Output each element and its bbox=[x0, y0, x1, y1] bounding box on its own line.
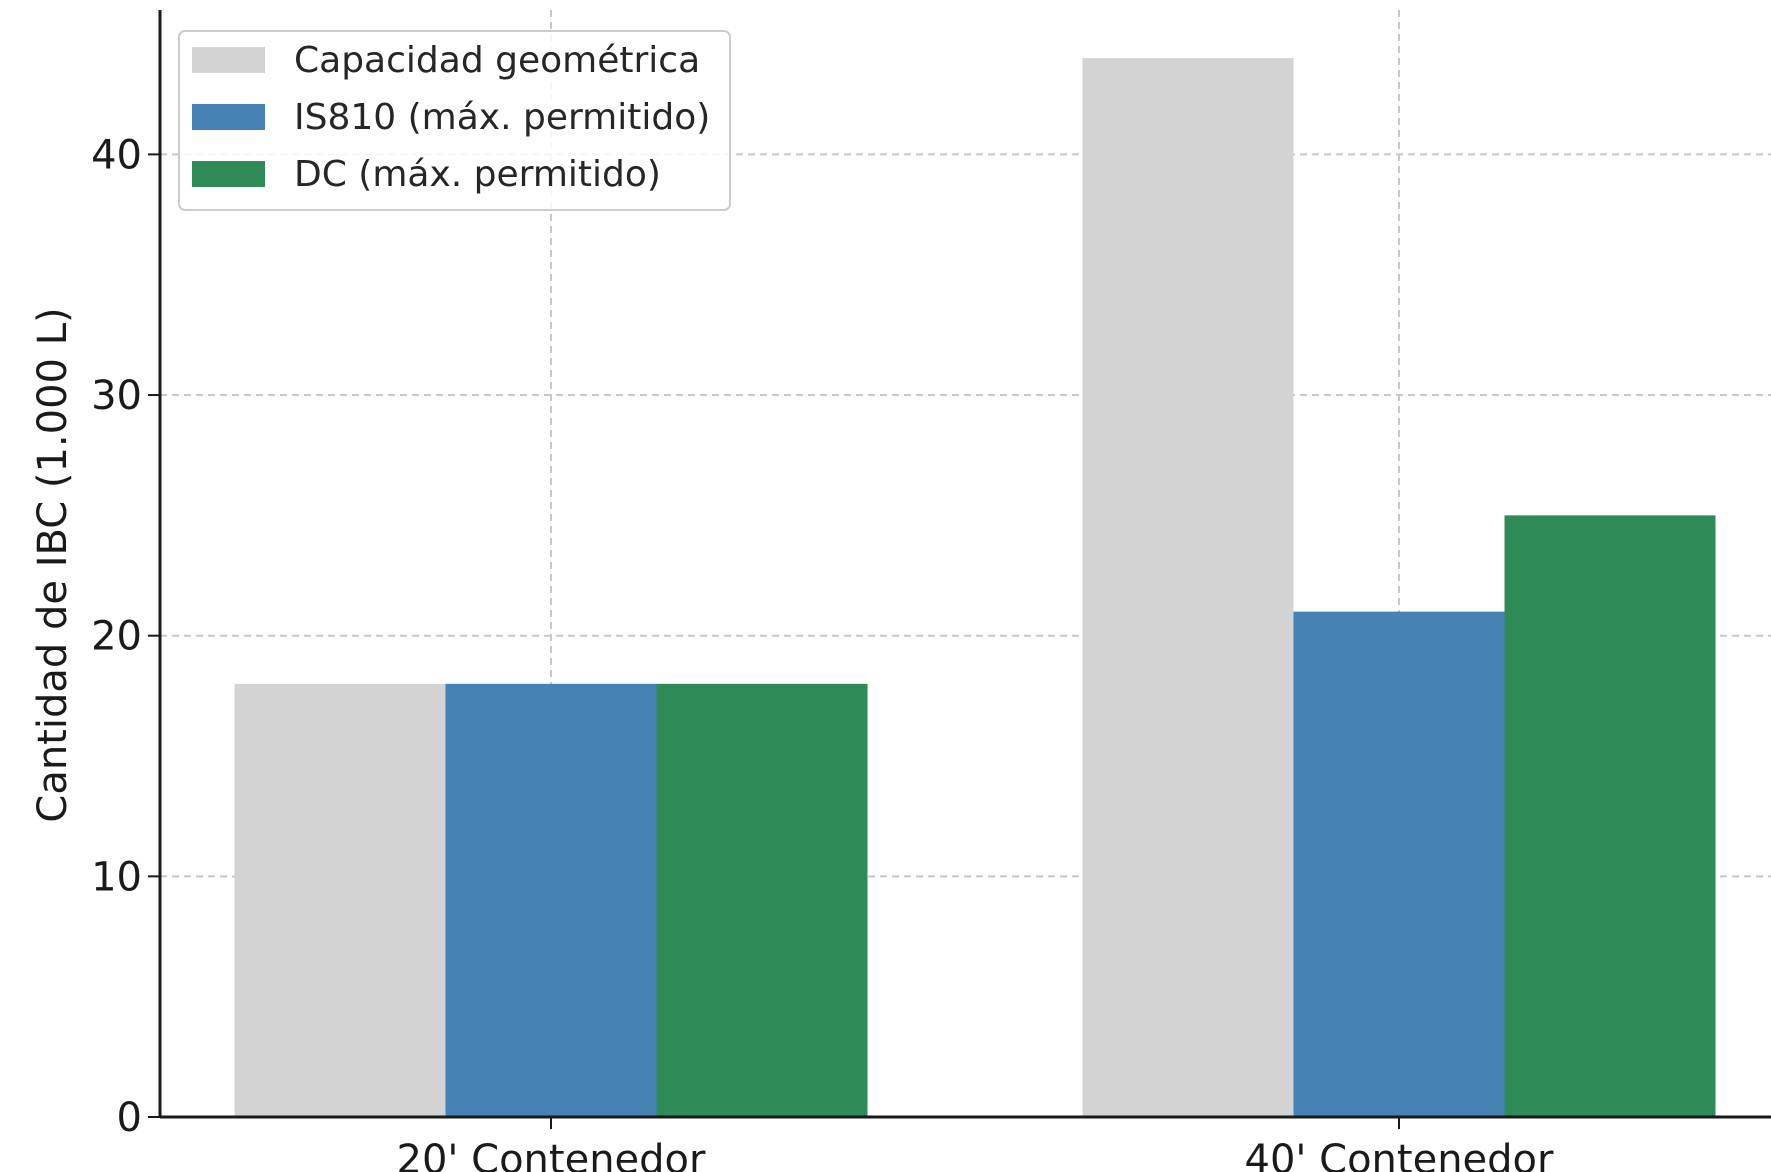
x-tick-label: 40' Contenedor bbox=[1245, 1137, 1554, 1172]
y-tick-label: 20 bbox=[91, 614, 142, 660]
legend-swatch bbox=[192, 161, 265, 187]
legend-frame bbox=[178, 30, 731, 211]
bar bbox=[445, 683, 657, 1117]
axes bbox=[158, 10, 1771, 1119]
bars bbox=[234, 58, 1716, 1117]
bar bbox=[1504, 515, 1716, 1117]
y-tick-label: 40 bbox=[91, 132, 142, 178]
legend-swatch bbox=[192, 47, 265, 73]
legend-label: IS810 (máx. permitido) bbox=[294, 97, 710, 138]
bar bbox=[656, 683, 868, 1117]
bar bbox=[234, 683, 446, 1117]
y-tick-label: 10 bbox=[91, 854, 142, 900]
legend-swatch bbox=[192, 104, 265, 130]
y-axis-label: Cantidad de IBC (1.000 L) bbox=[30, 307, 76, 822]
y-tick-label: 30 bbox=[91, 373, 142, 419]
y-tick-label: 0 bbox=[117, 1095, 142, 1141]
bar bbox=[1082, 58, 1294, 1117]
bar bbox=[1293, 611, 1505, 1117]
legend-label: Capacidad geométrica bbox=[294, 40, 700, 81]
x-tick-label: 20' Contenedor bbox=[397, 1137, 706, 1172]
legend: Capacidad geométrica IS810 (máx. permitid… bbox=[178, 30, 731, 211]
legend-items: Capacidad geométrica IS810 (máx. permitid… bbox=[192, 40, 710, 195]
legend-label: DC (máx. permitido) bbox=[294, 154, 661, 195]
ticks: 0 10 20 30 40 20' Contenedor 40' Contenedor bbox=[91, 132, 1554, 1172]
